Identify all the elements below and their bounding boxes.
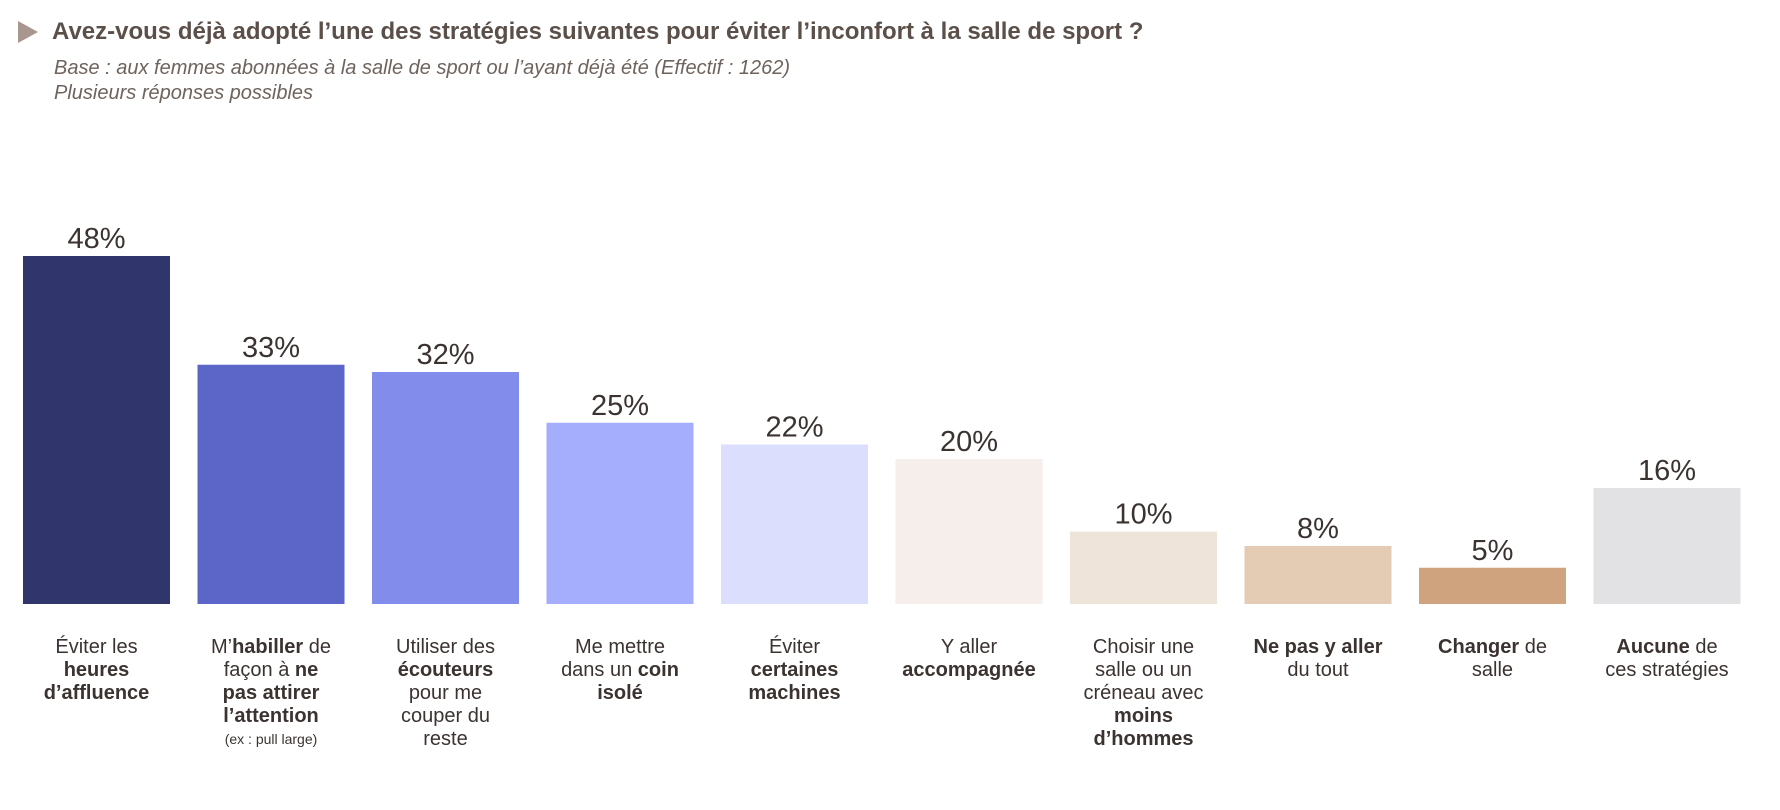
label-part: ne bbox=[294, 659, 319, 681]
bar-5 bbox=[721, 444, 868, 604]
label-part: M’ bbox=[210, 636, 233, 658]
label-part: Me mettre bbox=[574, 636, 666, 658]
bar-9 bbox=[1419, 567, 1566, 604]
label-part: pour me bbox=[408, 682, 483, 704]
value-label-10: 16% bbox=[1638, 455, 1696, 487]
label-part: façon à bbox=[223, 659, 295, 681]
category-label-7: Choisir une salle ou un créneau avec moins d… bbox=[1058, 636, 1229, 751]
label-part: habiller bbox=[232, 636, 304, 658]
bar-2 bbox=[197, 364, 345, 604]
value-label-9: 5% bbox=[1472, 535, 1514, 567]
label-part: isolé bbox=[597, 682, 643, 704]
label-part: l’attention bbox=[223, 705, 319, 727]
label-part: accompagnée bbox=[902, 659, 1036, 681]
label-part: Y aller bbox=[940, 636, 998, 658]
label-part: Ne pas y aller bbox=[1253, 636, 1383, 658]
bar-1 bbox=[23, 256, 170, 604]
bar-8 bbox=[1244, 546, 1392, 604]
title-row: Avez-vous déjà adopté l’une des stratégi… bbox=[18, 18, 1758, 46]
value-label-6: 20% bbox=[940, 426, 998, 458]
category-label-10: Aucune de ces stratégies bbox=[1582, 636, 1753, 682]
category-label-8: Ne pas y aller du tout bbox=[1233, 636, 1404, 682]
label-part: coin bbox=[637, 659, 679, 681]
value-label-2: 33% bbox=[242, 332, 300, 364]
label-part: heures bbox=[63, 659, 130, 681]
label-part: moins bbox=[1114, 705, 1173, 727]
value-label-7: 10% bbox=[1114, 499, 1172, 531]
label-part: Éviter les bbox=[55, 636, 138, 658]
triangle-bullet-icon bbox=[18, 21, 38, 43]
label-part: dans un bbox=[561, 659, 638, 681]
label-part: Utiliser des bbox=[396, 636, 495, 658]
label-part: reste bbox=[423, 728, 468, 750]
chart-header: Avez-vous déjà adopté l’une des stratégi… bbox=[18, 18, 1758, 106]
bar-6 bbox=[895, 459, 1043, 604]
label-part: Aucune bbox=[1616, 636, 1690, 658]
label-part: créneau avec bbox=[1083, 682, 1204, 704]
label-part: ces stratégies bbox=[1605, 659, 1729, 681]
label-part: couper du bbox=[401, 705, 490, 727]
category-label-9: Changer de salle bbox=[1407, 636, 1578, 682]
label-part: de bbox=[1689, 636, 1718, 658]
label-part: certaines bbox=[750, 659, 839, 681]
label-part: salle bbox=[1471, 659, 1514, 681]
label-part: de bbox=[303, 636, 332, 658]
category-label-5: Éviter certaines machines bbox=[709, 636, 880, 705]
label-part: machines bbox=[748, 682, 841, 704]
value-label-4: 25% bbox=[591, 390, 649, 422]
category-label-2: M’habiller de façon à ne pas attirer l’atte… bbox=[186, 636, 357, 748]
value-label-3: 32% bbox=[416, 339, 474, 371]
value-label-5: 22% bbox=[765, 412, 823, 444]
value-label-1: 48% bbox=[67, 223, 125, 255]
label-part: de bbox=[1519, 636, 1547, 658]
label-part: Éviter bbox=[768, 636, 821, 658]
label-part: Changer bbox=[1438, 636, 1520, 658]
label-part: du tout bbox=[1287, 659, 1349, 681]
label-part: d’affluence bbox=[43, 682, 150, 704]
label-part: pas attirer bbox=[222, 682, 320, 704]
base-note: Base : aux femmes abonnées à la salle de… bbox=[54, 57, 790, 79]
label-part: d’hommes bbox=[1093, 728, 1194, 750]
category-label-6: Y aller accompagnée bbox=[884, 636, 1055, 682]
multiple-answers-note: Plusieurs réponses possibles bbox=[54, 82, 314, 104]
label-part: Choisir une bbox=[1092, 636, 1195, 658]
label-part: (ex : pull large) bbox=[224, 731, 318, 747]
category-label-1: Éviter les heures d’affluence bbox=[11, 636, 182, 705]
chart-subtitle: Base : aux femmes abonnées à la salle de… bbox=[54, 56, 1758, 106]
bar-7 bbox=[1070, 531, 1217, 604]
label-part: salle ou un bbox=[1095, 659, 1192, 681]
label-part: écouteurs bbox=[397, 659, 494, 681]
category-label-4: Me mettre dans un coin isolé bbox=[535, 636, 706, 705]
chart-title: Avez-vous déjà adopté l’une des stratégi… bbox=[52, 18, 1144, 45]
bar-3 bbox=[372, 372, 519, 604]
bar-10 bbox=[1593, 488, 1741, 604]
value-label-8: 8% bbox=[1297, 513, 1339, 545]
bar-4 bbox=[546, 422, 694, 604]
category-label-3: Utiliser des écouteurs pour me couper du res… bbox=[360, 636, 531, 751]
